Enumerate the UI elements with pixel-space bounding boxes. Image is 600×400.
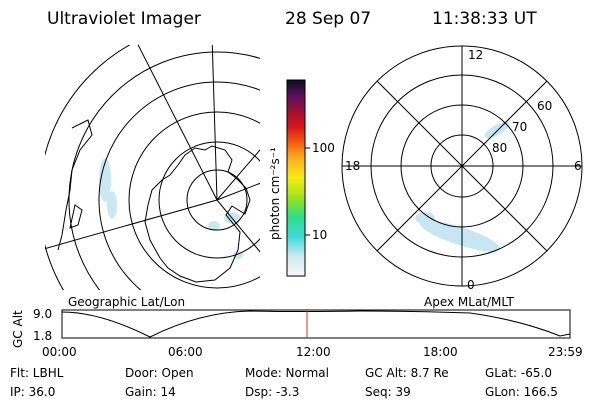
time: 11:38:33 UT	[432, 9, 537, 29]
info-field: Mode: Normal	[245, 366, 329, 380]
colorbar-unit: photon cm⁻²s⁻¹	[268, 147, 282, 240]
info-field: GLon: 166.5	[485, 385, 558, 399]
lat-label: 70	[512, 120, 527, 134]
info-field: IP: 36.0	[10, 385, 55, 399]
info-field: Flt: LBHL	[10, 366, 64, 380]
info-field: Dsp: -3.3	[245, 385, 299, 399]
info-field: Seq: 39	[365, 385, 411, 399]
lat-label: 80	[492, 141, 507, 155]
time-tick: 06:00	[168, 345, 203, 359]
mlt-label: 12	[468, 48, 483, 62]
mlt-label: 6	[574, 159, 582, 173]
time-tick: 18:00	[423, 345, 458, 359]
colorbar	[286, 79, 306, 277]
magnetic-map: 12 18 6 0 60 70 80	[341, 45, 583, 292]
info-panel: Flt: LBHL Door: Open Mode: Normal GC Alt…	[10, 366, 558, 399]
altitude-tick: 1.8	[33, 329, 52, 343]
colorbar-tick-label: 100	[312, 141, 335, 155]
mlt-label: 18	[345, 159, 360, 173]
altitude-tick: 9.0	[33, 307, 52, 321]
time-tick: 23:59	[548, 345, 583, 359]
title: Ultraviolet Imager	[47, 9, 201, 29]
lat-label: 60	[537, 99, 552, 113]
map-caption: Geographic Lat/Lon	[68, 295, 185, 309]
altitude-curve	[61, 310, 571, 338]
info-field: GC Alt: 8.7 Re	[365, 366, 449, 380]
altitude-frame	[61, 309, 571, 339]
info-field: Door: Open	[125, 366, 194, 380]
mlt-label: 0	[467, 278, 475, 292]
map-caption: Apex MLat/MLT	[424, 295, 514, 309]
time-tick: 00:00	[42, 345, 77, 359]
geographic-map	[45, 45, 260, 290]
date: 28 Sep 07	[285, 9, 371, 29]
altitude-axis-label: GC Alt	[11, 310, 25, 348]
time-tick: 12:00	[296, 345, 331, 359]
info-field: GLat: -65.0	[485, 366, 552, 380]
colorbar-tick-label: 10	[312, 228, 327, 242]
info-field: Gain: 14	[125, 385, 176, 399]
